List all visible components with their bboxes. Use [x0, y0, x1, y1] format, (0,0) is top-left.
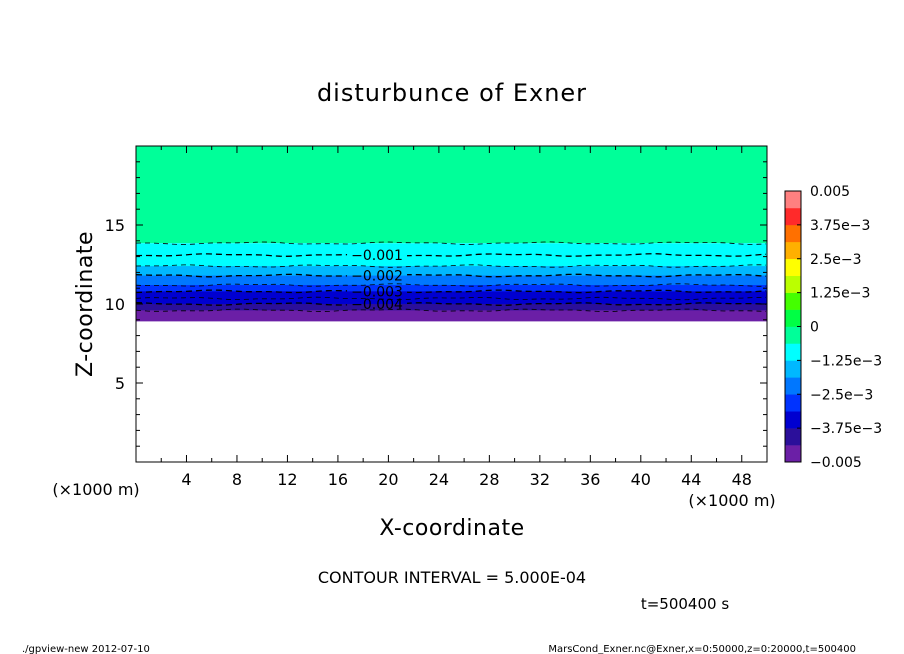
- x-tick-label: 12: [277, 470, 297, 489]
- x-tick-label: 20: [378, 470, 398, 489]
- colorbar-tick-label: 2.5e−3: [810, 252, 862, 268]
- contour-line: [136, 302, 767, 306]
- colorbar-segment: [785, 309, 801, 327]
- contour-line: [135, 283, 767, 287]
- colorbar: −0.005 −3.75e−3 −2.5e−3 −1.25e−3 0 1.25e−3 2.5…: [784, 184, 882, 471]
- x-tick-label: 16: [328, 470, 348, 489]
- y-axis-label: Z-coordinate: [73, 231, 98, 377]
- colorbar-segment: [785, 394, 801, 412]
- colorbar-tick-label: −2.5e−3: [810, 387, 873, 403]
- colorbar-tick-label: 3.75e−3: [810, 218, 870, 234]
- contour-interval-text: CONTOUR INTERVAL = 5.000E-04: [318, 568, 586, 587]
- time-text: t=500400 s: [641, 595, 729, 613]
- x-tick-label: 36: [580, 470, 600, 489]
- footer-left: ./gpview-new 2012-07-10: [22, 644, 150, 654]
- x-tick-label: 8: [232, 470, 242, 489]
- chart-title: disturbunce of Exner: [317, 79, 587, 107]
- contour-band: [136, 291, 767, 299]
- color-bands: [136, 146, 767, 322]
- colorbar-segment: [785, 207, 801, 226]
- contour-band: [136, 285, 767, 292]
- x-tick-label: 40: [631, 470, 651, 489]
- y-axis-ticks: 5 10 15: [105, 161, 767, 447]
- x-tick-label: 24: [429, 470, 449, 489]
- colorbar-segment: [785, 275, 801, 293]
- contour-line: [135, 241, 767, 245]
- contour-line: [136, 289, 767, 294]
- colorbar-tick-label: −1.25e−3: [810, 353, 882, 369]
- contour-line: [135, 308, 767, 313]
- contour-band: [136, 255, 767, 267]
- x-units-right: (×1000 m): [688, 491, 775, 510]
- contour-band: [136, 304, 767, 311]
- x-tick-label: 4: [181, 470, 191, 489]
- footer-right: MarsCond_Exner.nc@Exner,x=0:50000,z=0:20…: [548, 644, 856, 654]
- y-tick-label: 15: [105, 216, 125, 235]
- contour-band: [136, 146, 767, 244]
- contour-label: −0.002: [351, 269, 403, 285]
- colorbar-segment: [785, 292, 801, 310]
- contour-line: [136, 273, 767, 278]
- contour-band: [136, 310, 767, 322]
- x-tick-label: 28: [479, 470, 499, 489]
- x-axis-label: X-coordinate: [379, 516, 524, 541]
- colorbar-tick-label: 0: [810, 320, 819, 336]
- x-axis-ticks: 4 8 12 16 20 24 28 32 36 40 44 48: [160, 146, 752, 489]
- colorbar-segment: [785, 445, 801, 463]
- x-tick-label: 48: [732, 470, 752, 489]
- colorbar-tick-label: −0.005: [810, 455, 862, 471]
- colorbar-segment: [785, 224, 801, 243]
- colorbar-segment: [785, 428, 801, 446]
- contour-line: [136, 253, 767, 257]
- contour-band: [136, 266, 767, 277]
- colorbar-tick-label: 1.25e−3: [810, 286, 870, 302]
- x-tick-label: 32: [530, 470, 550, 489]
- contour-band: [136, 298, 767, 305]
- contour-lines: −0.001 −0.002−0.003−0.004: [135, 241, 767, 313]
- y-tick-label: 5: [115, 374, 125, 393]
- contour-label: −0.003: [351, 284, 403, 300]
- x-units-left: (×1000 m): [52, 480, 139, 499]
- colorbar-tick-label: 0.005: [810, 184, 850, 200]
- colorbar-tick-label: −3.75e−3: [810, 421, 882, 437]
- x-tick-label: 44: [681, 470, 701, 489]
- contour-band: [136, 243, 767, 256]
- colorbar-segment: [785, 377, 801, 395]
- contour-band: [136, 275, 767, 286]
- contour-label: −0.004: [351, 297, 403, 313]
- colorbar-segment: [785, 411, 801, 429]
- contour-label: −0.001: [351, 248, 403, 264]
- y-tick-label: 10: [105, 295, 125, 314]
- colorbar-segment: [785, 258, 801, 276]
- colorbar-segment: [785, 191, 801, 209]
- plot-area: −0.001 −0.002−0.003−0.004: [135, 145, 768, 463]
- colorbar-segment: [785, 360, 801, 378]
- colorbar-segment: [785, 343, 801, 361]
- contour-line: [135, 296, 767, 301]
- contour-line: [135, 264, 767, 268]
- colorbar-segment: [785, 326, 801, 344]
- colorbar-segment: [785, 241, 801, 260]
